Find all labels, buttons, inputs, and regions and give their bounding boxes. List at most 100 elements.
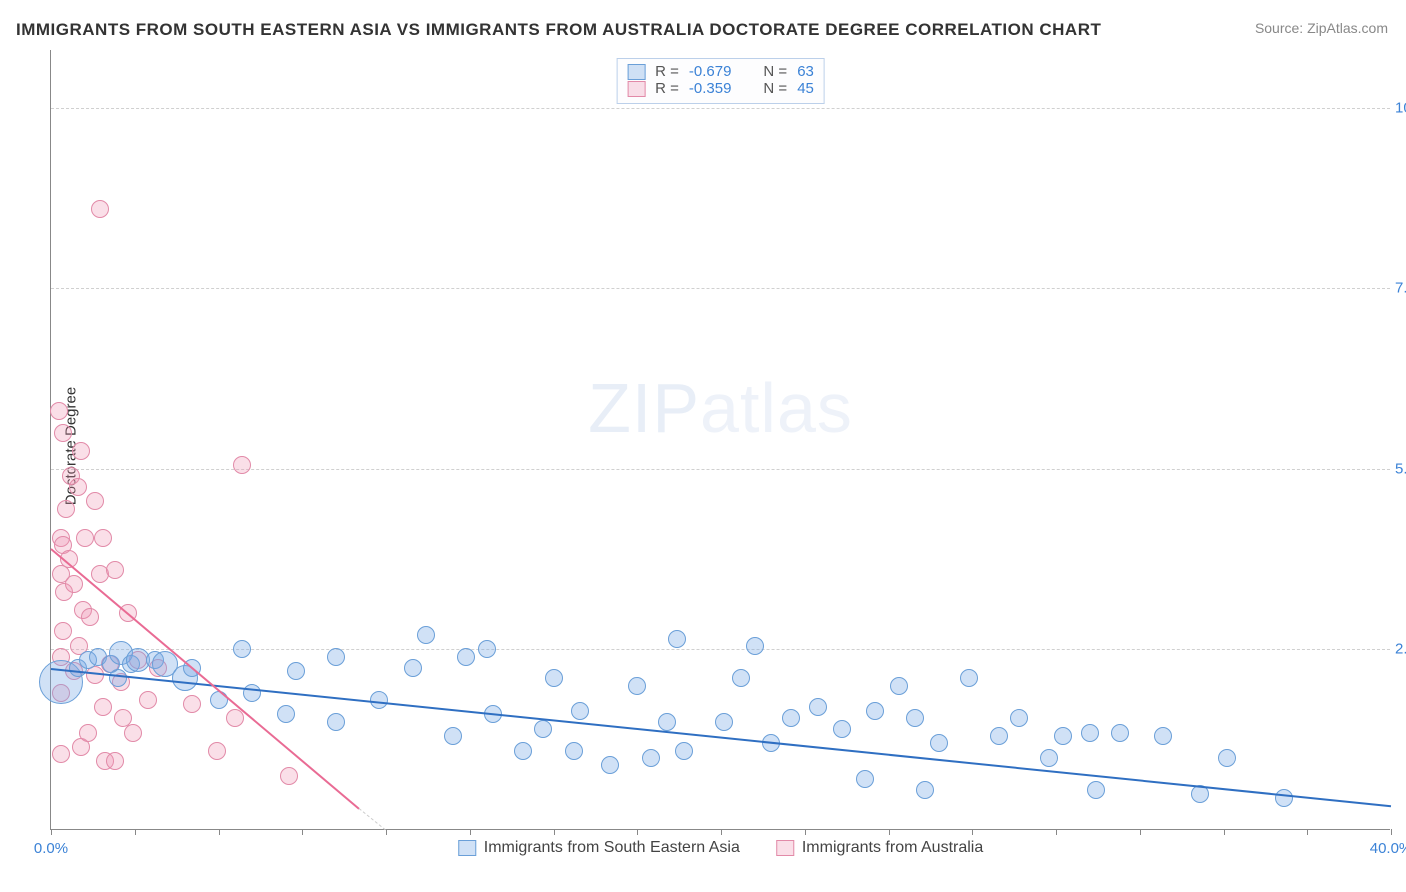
scatter-point-pink bbox=[72, 442, 90, 460]
scatter-point-pink bbox=[106, 561, 124, 579]
correlation-legend: R = -0.679 N = 63 R = -0.359 N = 45 bbox=[616, 58, 825, 104]
scatter-point-blue bbox=[327, 713, 345, 731]
scatter-point-blue bbox=[856, 770, 874, 788]
scatter-point-blue bbox=[327, 648, 345, 666]
legend-row-pink: R = -0.359 N = 45 bbox=[627, 80, 814, 97]
y-tick-label: 5.0% bbox=[1395, 460, 1406, 477]
scatter-point-pink bbox=[86, 492, 104, 510]
x-tick bbox=[135, 829, 136, 835]
scatter-point-blue bbox=[658, 713, 676, 731]
scatter-point-blue bbox=[287, 662, 305, 680]
scatter-point-blue bbox=[1054, 727, 1072, 745]
n-label: N = bbox=[763, 63, 787, 80]
scatter-point-blue bbox=[514, 742, 532, 760]
scatter-point-pink bbox=[57, 500, 75, 518]
watermark-thin: atlas bbox=[700, 369, 853, 447]
scatter-point-blue bbox=[1218, 749, 1236, 767]
x-tick bbox=[1224, 829, 1225, 835]
watermark: ZIPatlas bbox=[588, 368, 853, 448]
scatter-point-blue bbox=[1081, 724, 1099, 742]
scatter-point-blue bbox=[478, 640, 496, 658]
x-max-label: 40.0% bbox=[1370, 840, 1406, 857]
scatter-point-pink bbox=[139, 691, 157, 709]
swatch-blue bbox=[458, 840, 476, 856]
scatter-point-blue bbox=[668, 630, 686, 648]
trendline-pink-extrapolated bbox=[359, 808, 386, 830]
scatter-point-blue bbox=[233, 640, 251, 658]
scatter-point-pink bbox=[233, 456, 251, 474]
gridline-h bbox=[51, 108, 1390, 109]
scatter-point-blue bbox=[417, 626, 435, 644]
scatter-point-blue bbox=[715, 713, 733, 731]
scatter-point-pink bbox=[124, 724, 142, 742]
x-tick bbox=[219, 829, 220, 835]
scatter-point-blue bbox=[109, 669, 127, 687]
n-value-blue: 63 bbox=[797, 63, 814, 80]
y-tick-label: 7.5% bbox=[1395, 280, 1406, 297]
n-label: N = bbox=[763, 80, 787, 97]
scatter-point-blue bbox=[1040, 749, 1058, 767]
x-tick bbox=[889, 829, 890, 835]
scatter-point-pink bbox=[54, 622, 72, 640]
scatter-point-blue bbox=[906, 709, 924, 727]
scatter-point-blue bbox=[1154, 727, 1172, 745]
legend-label-blue: Immigrants from South Eastern Asia bbox=[484, 839, 740, 857]
x-tick bbox=[1140, 829, 1141, 835]
trendline-blue bbox=[51, 668, 1391, 807]
x-tick bbox=[1391, 829, 1392, 835]
x-tick bbox=[721, 829, 722, 835]
swatch-blue bbox=[627, 64, 645, 80]
scatter-point-blue bbox=[1010, 709, 1028, 727]
x-tick bbox=[554, 829, 555, 835]
scatter-point-blue bbox=[444, 727, 462, 745]
scatter-point-blue bbox=[930, 734, 948, 752]
scatter-point-pink bbox=[94, 698, 112, 716]
gridline-h bbox=[51, 288, 1390, 289]
scatter-point-blue bbox=[565, 742, 583, 760]
x-min-label: 0.0% bbox=[34, 840, 68, 857]
gridline-h bbox=[51, 649, 1390, 650]
swatch-pink bbox=[627, 81, 645, 97]
series-legend: Immigrants from South Eastern Asia Immig… bbox=[458, 839, 984, 857]
r-value-pink: -0.359 bbox=[689, 80, 732, 97]
x-tick bbox=[972, 829, 973, 835]
scatter-point-blue bbox=[809, 698, 827, 716]
scatter-point-pink bbox=[91, 200, 109, 218]
x-tick bbox=[386, 829, 387, 835]
scatter-point-blue bbox=[628, 677, 646, 695]
scatter-point-blue bbox=[890, 677, 908, 695]
scatter-point-blue bbox=[833, 720, 851, 738]
x-tick bbox=[470, 829, 471, 835]
scatter-point-pink bbox=[280, 767, 298, 785]
scatter-point-pink bbox=[79, 724, 97, 742]
scatter-point-pink bbox=[106, 752, 124, 770]
scatter-point-pink bbox=[76, 529, 94, 547]
legend-label-pink: Immigrants from Australia bbox=[802, 839, 983, 857]
swatch-pink bbox=[776, 840, 794, 856]
scatter-point-blue bbox=[732, 669, 750, 687]
scatter-point-blue bbox=[243, 684, 261, 702]
r-value-blue: -0.679 bbox=[689, 63, 732, 80]
scatter-point-pink bbox=[183, 695, 201, 713]
scatter-point-blue bbox=[782, 709, 800, 727]
chart-title: IMMIGRANTS FROM SOUTH EASTERN ASIA VS IM… bbox=[16, 20, 1101, 40]
scatter-point-blue bbox=[404, 659, 422, 677]
scatter-point-blue bbox=[457, 648, 475, 666]
scatter-point-pink bbox=[208, 742, 226, 760]
scatter-point-pink bbox=[52, 745, 70, 763]
scatter-point-blue bbox=[916, 781, 934, 799]
scatter-point-blue bbox=[534, 720, 552, 738]
watermark-bold: ZIP bbox=[588, 369, 700, 447]
legend-item-blue: Immigrants from South Eastern Asia bbox=[458, 839, 740, 857]
scatter-point-blue bbox=[960, 669, 978, 687]
scatter-point-blue bbox=[1275, 789, 1293, 807]
source-attribution: Source: ZipAtlas.com bbox=[1255, 20, 1388, 36]
scatter-point-blue bbox=[1087, 781, 1105, 799]
scatter-point-pink bbox=[65, 575, 83, 593]
plot-area: ZIPatlas R = -0.679 N = 63 R = -0.359 N … bbox=[50, 50, 1390, 830]
scatter-point-blue bbox=[1111, 724, 1129, 742]
scatter-point-blue bbox=[642, 749, 660, 767]
y-tick-label: 10.0% bbox=[1395, 99, 1406, 116]
scatter-point-blue bbox=[277, 705, 295, 723]
gridline-h bbox=[51, 469, 1390, 470]
